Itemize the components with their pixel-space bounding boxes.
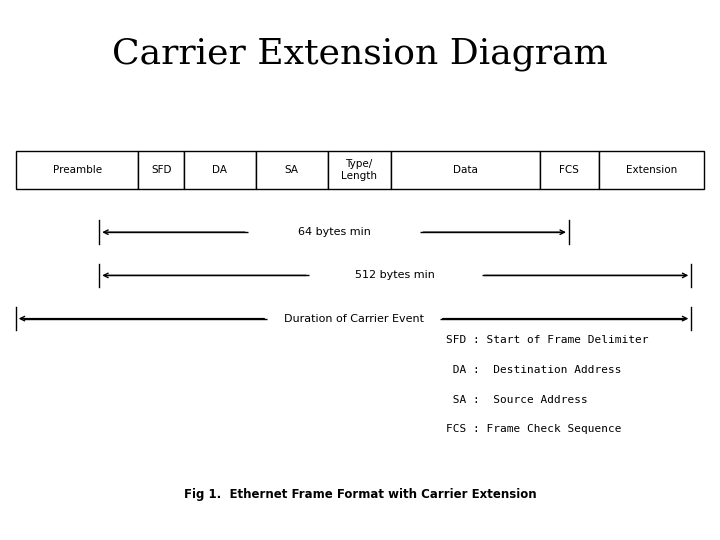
Text: Carrier Extension Diagram: Carrier Extension Diagram (112, 37, 608, 71)
Text: Type/
Length: Type/ Length (341, 159, 377, 181)
Text: SA :  Source Address: SA : Source Address (446, 395, 588, 404)
Bar (391, 151, 539, 189)
Text: FCS: FCS (559, 165, 579, 175)
Bar (539, 151, 599, 189)
Text: SA: SA (284, 165, 299, 175)
Text: SFD : Start of Frame Delimiter: SFD : Start of Frame Delimiter (446, 335, 649, 345)
Text: FCS : Frame Check Sequence: FCS : Frame Check Sequence (446, 424, 622, 434)
Text: Duration of Carrier Event: Duration of Carrier Event (284, 314, 423, 323)
Text: Fig 1.  Ethernet Frame Format with Carrier Extension: Fig 1. Ethernet Frame Format with Carrie… (184, 488, 536, 501)
Text: SFD: SFD (151, 165, 171, 175)
Text: Data: Data (453, 165, 477, 175)
Text: Extension: Extension (626, 165, 678, 175)
Bar (16, 151, 138, 189)
Text: Preamble: Preamble (53, 165, 102, 175)
Bar (184, 151, 256, 189)
Bar (599, 151, 704, 189)
Bar (138, 151, 184, 189)
Bar (256, 151, 328, 189)
Text: DA :  Destination Address: DA : Destination Address (446, 365, 622, 375)
Text: DA: DA (212, 165, 228, 175)
Bar (328, 151, 391, 189)
Text: 64 bytes min: 64 bytes min (297, 227, 371, 237)
Text: 512 bytes min: 512 bytes min (356, 271, 435, 280)
